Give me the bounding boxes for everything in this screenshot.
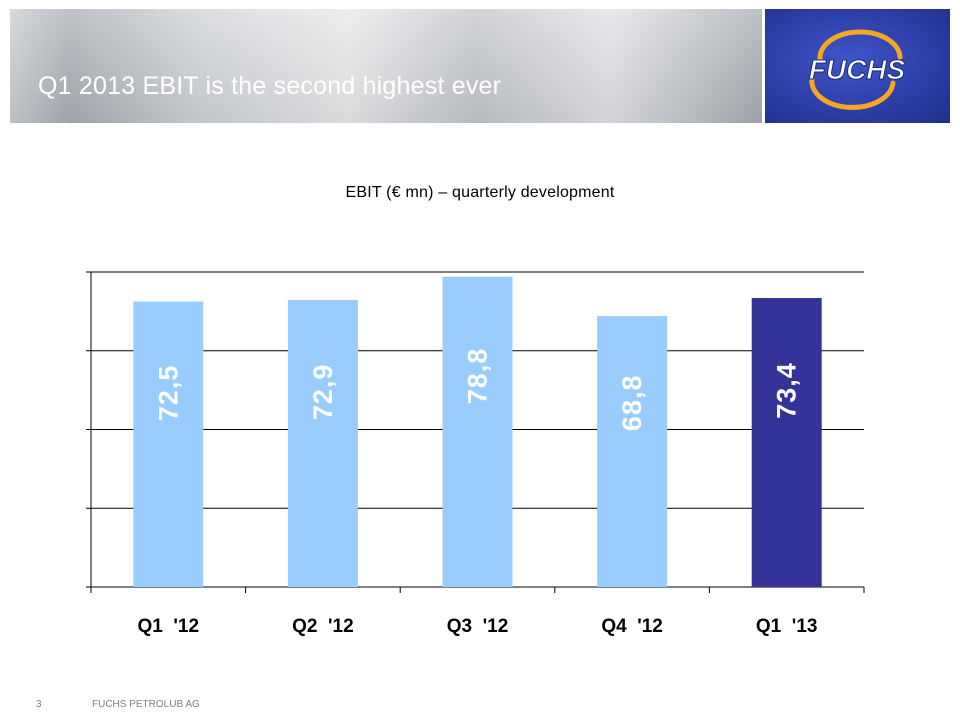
page-title: Q1 2013 EBIT is the second highest ever	[38, 72, 502, 100]
bar	[597, 316, 668, 587]
fuchs-logo-icon: FUCHS	[808, 29, 906, 110]
category-label: Q2 '12	[292, 616, 354, 637]
category-label: Q1 '13	[756, 616, 818, 637]
logo-text: FUCHS	[809, 54, 906, 85]
data-label: 78,8	[463, 348, 493, 405]
data-label: 73,4	[772, 362, 802, 419]
category-label: Q3 '12	[447, 616, 509, 637]
logo-panel: FUCHS	[765, 9, 950, 123]
footer-page-number: 3	[36, 699, 42, 710]
data-label: 68,8	[617, 375, 647, 432]
data-label: 72,5	[153, 365, 183, 422]
bar	[287, 299, 358, 587]
bar	[442, 276, 513, 587]
category-label: Q1 '12	[138, 616, 200, 637]
chart-title: EBIT (€ mn) – quarterly development	[345, 184, 615, 201]
bar	[751, 297, 822, 587]
bar	[133, 301, 204, 587]
header-band	[10, 9, 762, 123]
data-label: 72,9	[308, 364, 338, 421]
footer-company: FUCHS PETROLUB AG	[92, 699, 200, 710]
category-label: Q4 '12	[601, 616, 663, 637]
